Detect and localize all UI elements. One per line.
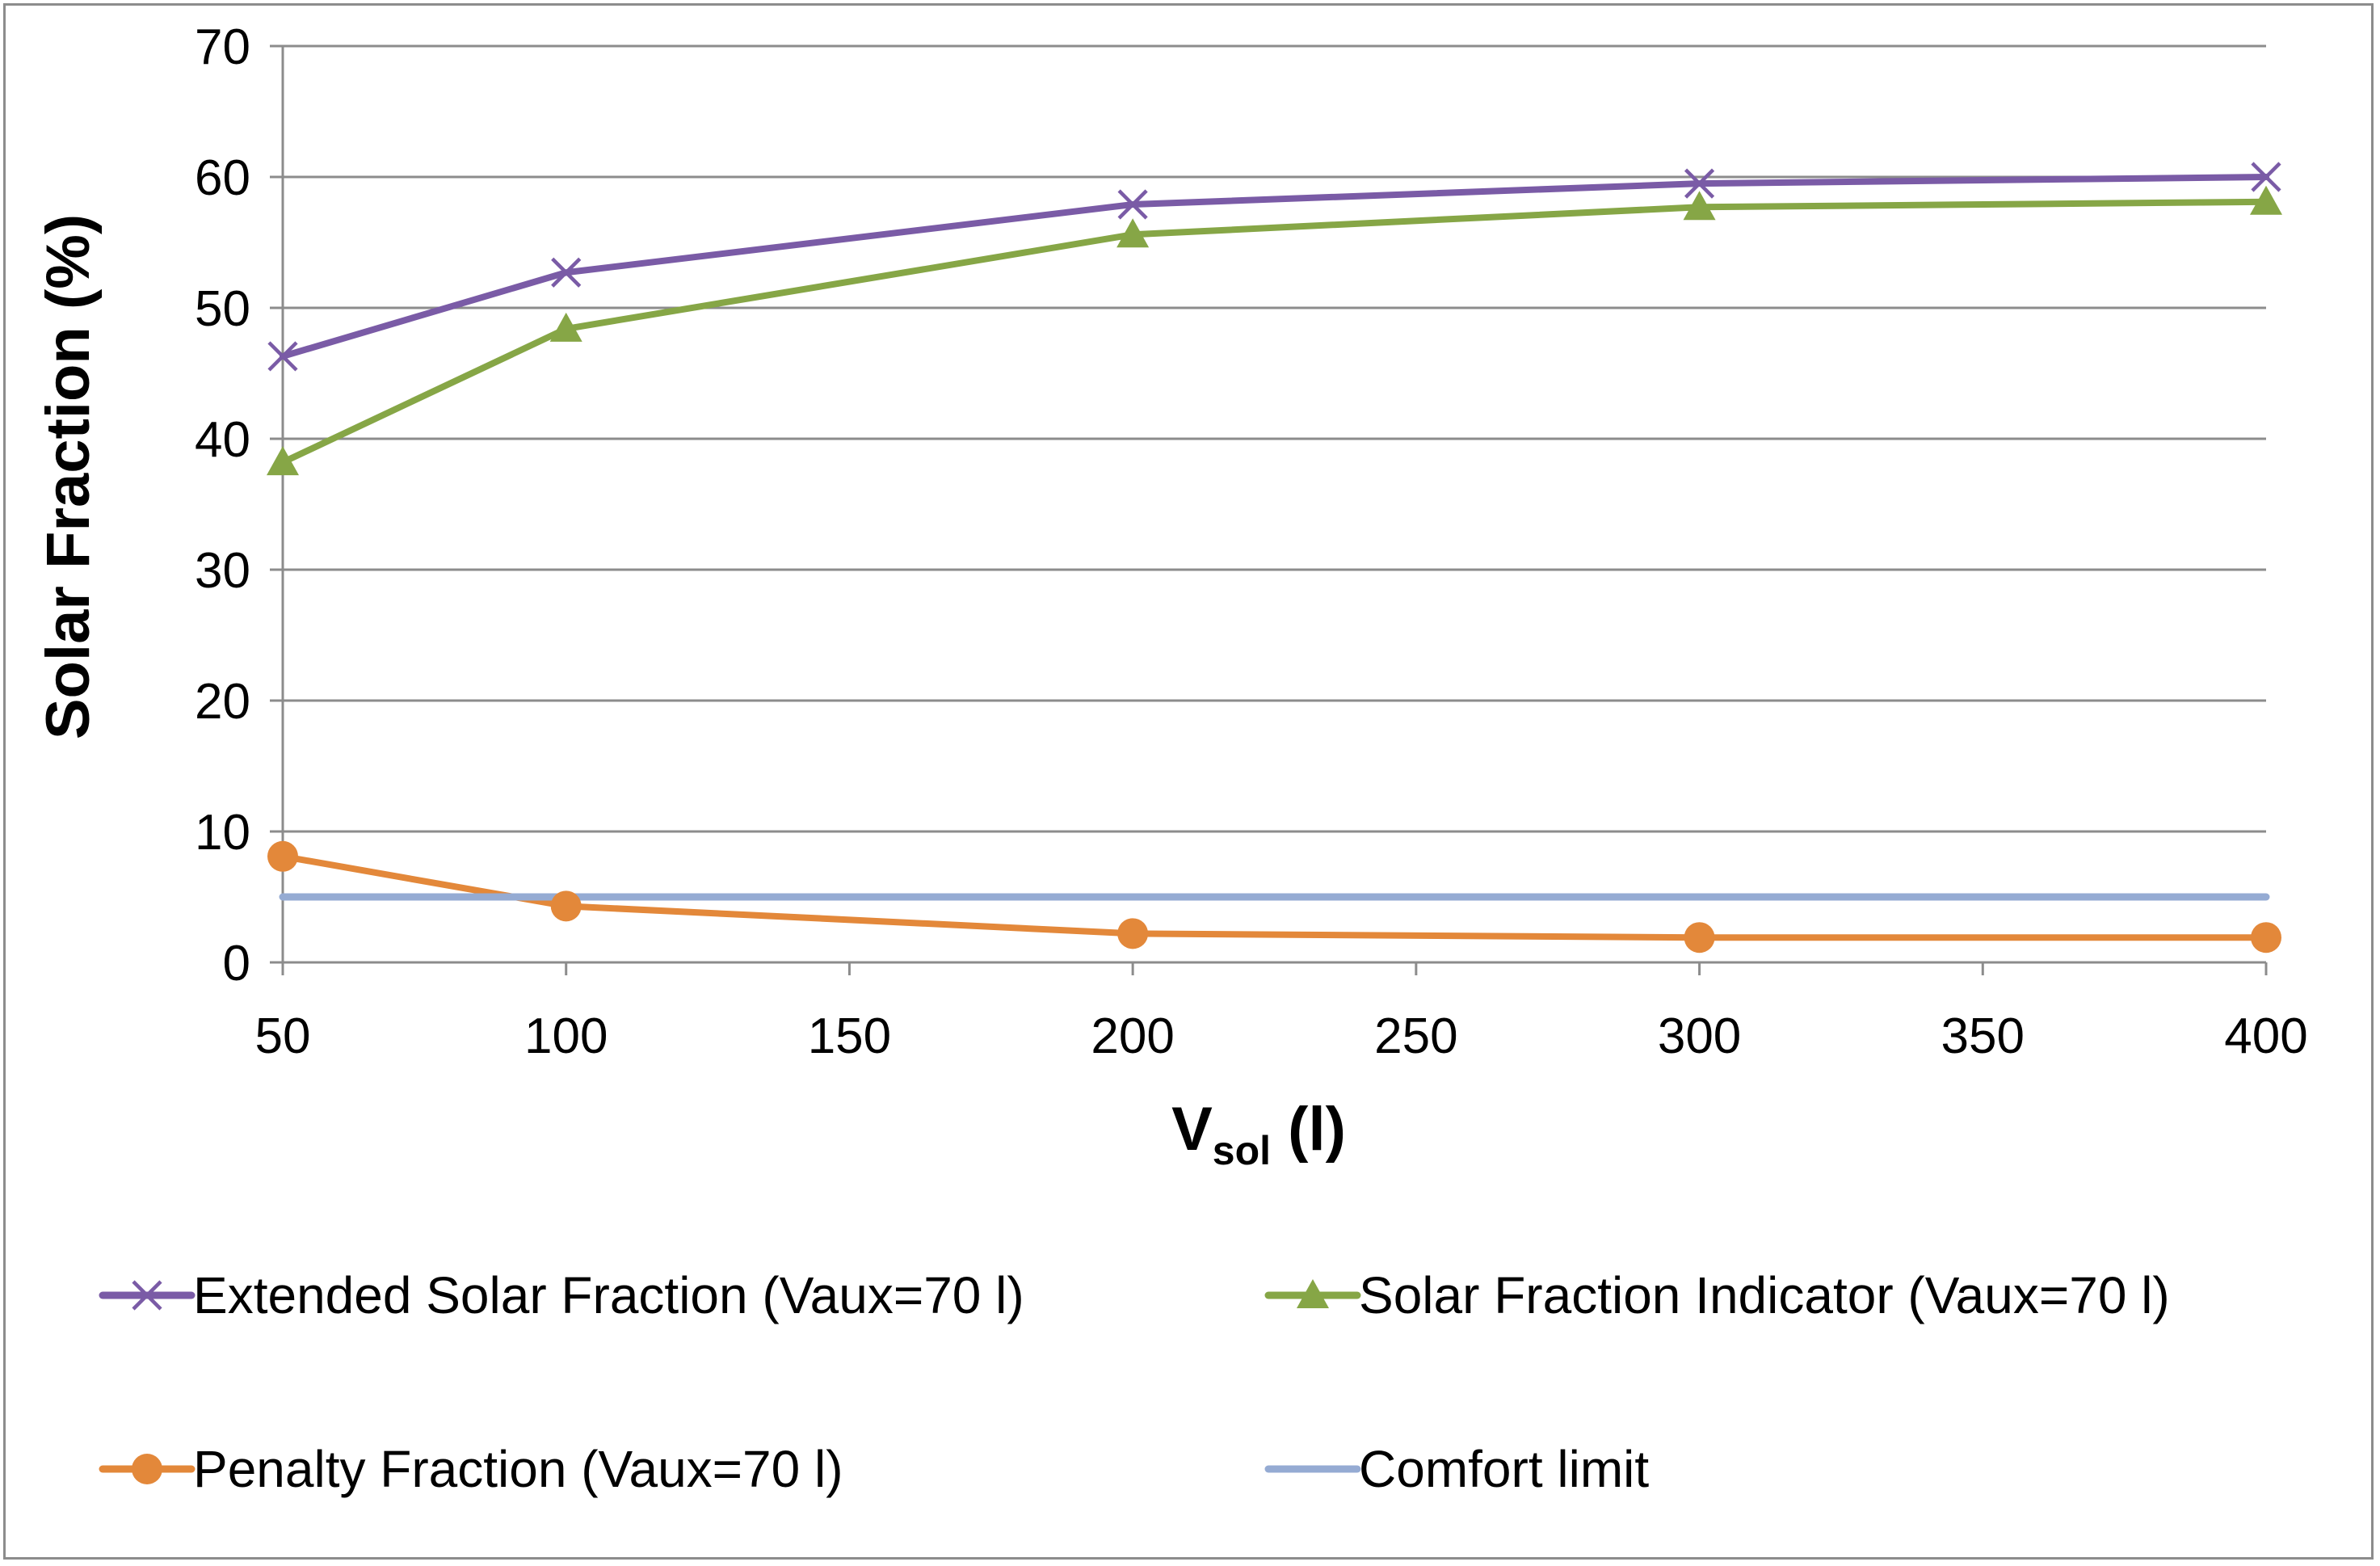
axes bbox=[270, 44, 2268, 975]
legend-item-3: Comfort limit bbox=[1264, 1440, 1649, 1498]
legend-swatch-marker-0 bbox=[132, 1280, 162, 1311]
series-0-point-4-stroke-b bbox=[2251, 162, 2281, 192]
legend-item-2: Penalty Fraction (Vaux=70 l) bbox=[99, 1440, 843, 1498]
legend-item-0: Extended Solar Fraction (Vaux=70 l) bbox=[99, 1266, 1024, 1324]
x-tick-label-350: 350 bbox=[1941, 1008, 2025, 1064]
series-1-point-0 bbox=[267, 446, 299, 476]
series-2-point-0 bbox=[267, 840, 298, 872]
series-0-point-4 bbox=[2251, 162, 2281, 192]
legend-swatch-marker-0-stroke-b bbox=[132, 1280, 162, 1311]
series-0-point-2 bbox=[1117, 189, 1148, 220]
x-tick-labels: 50 100 150 200 250 300 350 400 bbox=[255, 1008, 2308, 1064]
legend: Extended Solar Fraction (Vaux=70 l) Solar… bbox=[99, 1266, 2170, 1498]
legend-label-2: Penalty Fraction (Vaux=70 l) bbox=[193, 1440, 843, 1498]
x-axis-title-sub: sol bbox=[1213, 1128, 1271, 1173]
y-tick-labels: 0 10 20 30 40 50 60 70 bbox=[195, 19, 250, 991]
series-2-point-2 bbox=[1117, 918, 1149, 949]
x-tick-label-200: 200 bbox=[1091, 1008, 1174, 1064]
x-axis-title: Vsol (l) bbox=[1171, 1095, 1346, 1173]
series-markers bbox=[267, 162, 2282, 953]
y-tick-label-0: 0 bbox=[223, 936, 250, 991]
gridlines bbox=[283, 44, 2266, 833]
series-0-point-0 bbox=[267, 341, 298, 372]
legend-label-1: Solar Fraction Indicator (Vaux=70 l) bbox=[1359, 1266, 2170, 1324]
legend-swatch-marker-2 bbox=[132, 1454, 162, 1484]
series-2-point-1 bbox=[550, 890, 582, 922]
legend-label-3: Comfort limit bbox=[1359, 1440, 1649, 1498]
legend-item-1: Solar Fraction Indicator (Vaux=70 l) bbox=[1264, 1266, 2170, 1324]
series-2-point-3 bbox=[1684, 922, 1715, 953]
y-tick-label-70: 70 bbox=[195, 19, 250, 75]
series-0-point-3-stroke-b bbox=[1684, 168, 1715, 199]
series-0-point-3 bbox=[1684, 168, 1715, 199]
x-tick-label-300: 300 bbox=[1658, 1008, 1741, 1064]
y-tick-label-10: 10 bbox=[195, 805, 250, 861]
x-tick-label-50: 50 bbox=[255, 1008, 311, 1064]
legend-label-0: Extended Solar Fraction (Vaux=70 l) bbox=[193, 1266, 1024, 1324]
series-1-point-1 bbox=[549, 312, 582, 342]
series-1-point-2 bbox=[1116, 218, 1150, 248]
y-tick-label-30: 30 bbox=[195, 543, 250, 599]
y-axis-title: Solar Fraction (%) bbox=[34, 214, 103, 739]
series-0-point-1-stroke-b bbox=[551, 257, 582, 288]
series-0-point-0-stroke-b bbox=[267, 341, 298, 372]
y-tick-label-20: 20 bbox=[195, 674, 250, 730]
y-tick-label-50: 50 bbox=[195, 281, 250, 337]
chart-frame bbox=[3, 3, 2374, 1560]
series-2-point-4 bbox=[2251, 922, 2281, 953]
series-0-point-1 bbox=[551, 257, 582, 288]
series-1-point-4 bbox=[2250, 185, 2282, 215]
x-tick-label-250: 250 bbox=[1374, 1008, 1457, 1064]
x-tick-label-150: 150 bbox=[808, 1008, 891, 1064]
y-tick-label-40: 40 bbox=[195, 412, 250, 468]
x-tick-label-100: 100 bbox=[524, 1008, 608, 1064]
legend-swatch-marker-1 bbox=[1297, 1279, 1329, 1308]
x-axis-title-main: V bbox=[1171, 1095, 1213, 1164]
series-lines bbox=[279, 174, 2270, 941]
series-1-point-3 bbox=[1683, 191, 1716, 221]
series-0-point-2-stroke-b bbox=[1117, 189, 1148, 220]
y-tick-label-60: 60 bbox=[195, 150, 250, 206]
x-axis-title-unit: (l) bbox=[1271, 1095, 1346, 1164]
x-tick-label-400: 400 bbox=[2224, 1008, 2307, 1064]
series-line-1 bbox=[280, 198, 2269, 466]
